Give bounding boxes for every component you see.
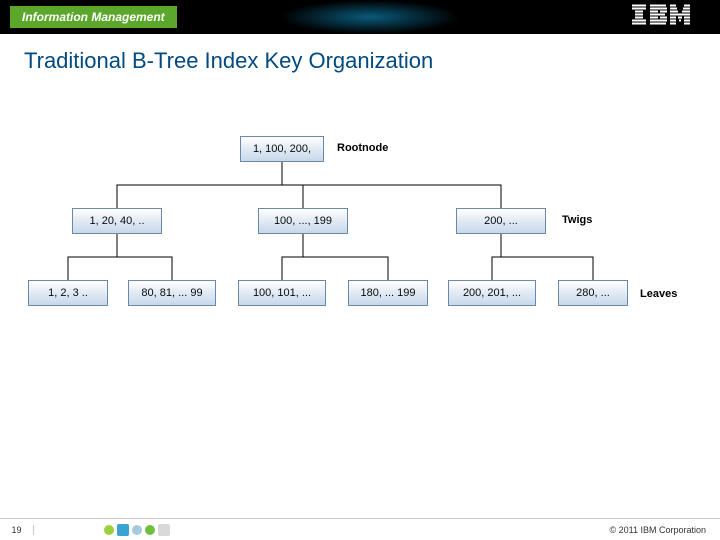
tree-node: 200, 201, ... bbox=[448, 280, 536, 306]
top-banner: Information Management bbox=[0, 0, 720, 34]
tree-node: 80, 81, ... 99 bbox=[128, 280, 216, 306]
deco-square bbox=[158, 524, 170, 536]
row-label: Twigs bbox=[562, 214, 592, 226]
banner-gradient bbox=[280, 0, 460, 34]
row-label: Leaves bbox=[640, 288, 677, 300]
tree-node: 280, ... bbox=[558, 280, 628, 306]
deco-dot bbox=[104, 525, 114, 535]
page-number: 19 bbox=[0, 525, 34, 535]
tree-node: 180, ... 199 bbox=[348, 280, 428, 306]
tree-node: 1, 2, 3 .. bbox=[28, 280, 108, 306]
tree-node: 1, 20, 40, .. bbox=[72, 208, 162, 234]
tree-node: 100, 101, ... bbox=[238, 280, 326, 306]
tree-connectors bbox=[0, 120, 720, 380]
tree-node: 1, 100, 200, bbox=[240, 136, 324, 162]
tree-node: 100, ..., 199 bbox=[258, 208, 348, 234]
tree-diagram: 1, 100, 200, 1, 20, 40, .. 100, ..., 199 20… bbox=[0, 120, 720, 380]
brand-badge: Information Management bbox=[10, 6, 177, 28]
ibm-logo bbox=[632, 5, 690, 30]
footer: 19 © 2011 IBM Corporation bbox=[0, 518, 720, 540]
copyright: © 2011 IBM Corporation bbox=[609, 525, 706, 535]
slide-title: Traditional B-Tree Index Key Organizatio… bbox=[24, 48, 720, 74]
tree-node: 200, ... bbox=[456, 208, 546, 234]
deco-dot bbox=[132, 525, 142, 535]
row-label: Rootnode bbox=[337, 142, 388, 154]
deco-square bbox=[117, 524, 129, 536]
footer-decoration bbox=[104, 524, 170, 536]
deco-dot bbox=[145, 525, 155, 535]
